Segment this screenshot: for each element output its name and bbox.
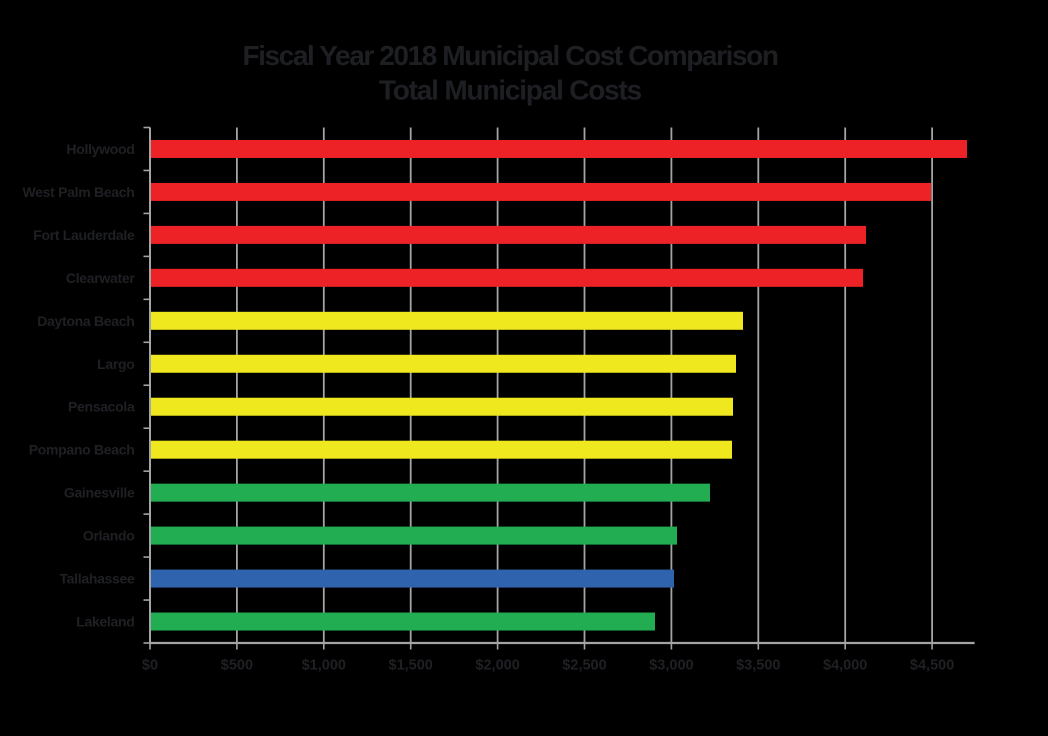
svg-text:$1,500: $1,500	[389, 658, 433, 674]
svg-text:$500: $500	[221, 658, 253, 674]
svg-text:$3,500: $3,500	[736, 658, 780, 674]
svg-text:Orlando: Orlando	[83, 528, 135, 544]
svg-text:Pensacola: Pensacola	[68, 399, 135, 415]
svg-text:Daytona Beach: Daytona Beach	[37, 313, 134, 329]
svg-text:$2,500: $2,500	[562, 658, 606, 674]
svg-text:Clearwater: Clearwater	[66, 270, 135, 286]
svg-text:$3,000: $3,000	[649, 658, 693, 674]
svg-text:Lakeland: Lakeland	[76, 614, 134, 630]
svg-text:West Palm Beach: West Palm Beach	[23, 184, 135, 200]
svg-text:$4,000: $4,000	[823, 658, 867, 674]
svg-text:Pompano Beach: Pompano Beach	[29, 442, 135, 458]
svg-text:Fiscal Year 2018 Municipal Cos: Fiscal Year 2018 Municipal Cost Comparis…	[242, 40, 777, 71]
svg-text:Largo: Largo	[97, 356, 134, 372]
svg-text:Total Municipal Costs: Total Municipal Costs	[379, 75, 642, 106]
svg-text:Hollywood: Hollywood	[66, 141, 134, 157]
svg-text:$2,000: $2,000	[475, 658, 519, 674]
svg-text:Fort Lauderdale: Fort Lauderdale	[33, 227, 135, 243]
svg-text:Tallahassee: Tallahassee	[59, 571, 135, 587]
svg-text:$0: $0	[142, 658, 158, 674]
svg-text:$4,500: $4,500	[910, 658, 954, 674]
svg-text:$1,000: $1,000	[302, 658, 346, 674]
svg-text:Gainesville: Gainesville	[64, 485, 135, 501]
